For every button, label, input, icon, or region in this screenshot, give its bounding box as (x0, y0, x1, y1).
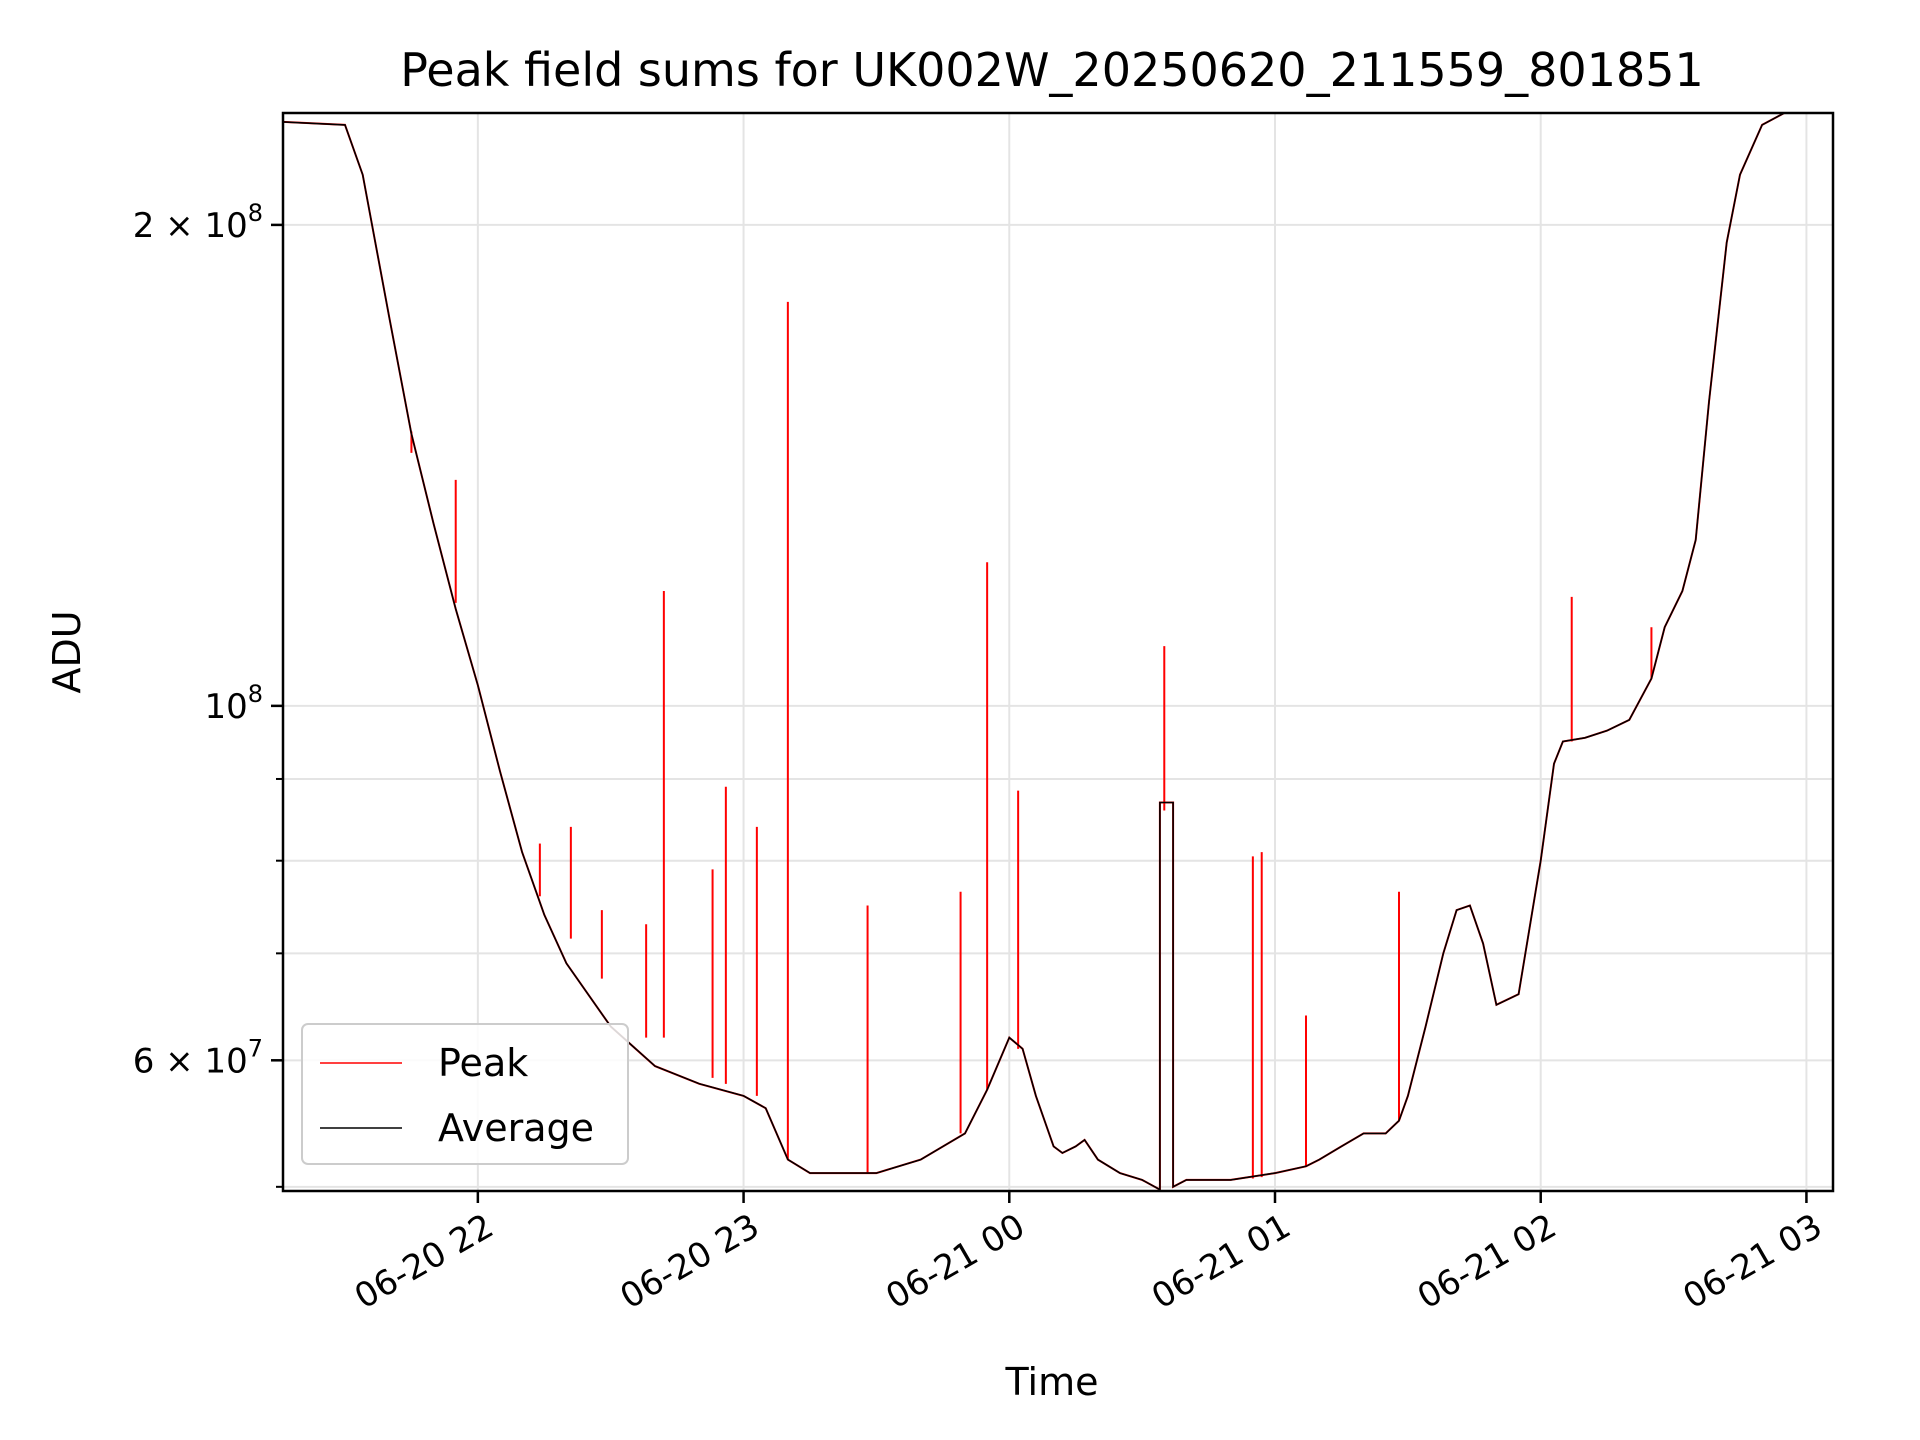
legend-box (301, 1023, 629, 1165)
grid (283, 113, 1833, 1191)
y-axis-label: ADU (45, 610, 89, 693)
legend-label-peak: Peak (438, 1041, 528, 1085)
x-tick-label: 06-20 22 (348, 1206, 500, 1317)
x-tick-label: 06-21 00 (879, 1206, 1031, 1317)
y-axis: 6 × 107 108 2 × 108 (133, 199, 283, 1188)
y-tick-label: 6 × 107 (133, 1034, 263, 1081)
y-tick-label: 108 (204, 680, 263, 727)
x-tick-label: 06-21 02 (1411, 1206, 1563, 1317)
legend-label-average: Average (438, 1106, 594, 1150)
x-tick-label: 06-20 23 (614, 1206, 766, 1317)
x-axis-label: Time (1005, 1360, 1099, 1404)
series-line-average (283, 113, 1833, 1191)
chart-title: Peak field sums for UK002W_20250620_2115… (400, 43, 1704, 97)
y-tick-label: 2 × 108 (133, 199, 263, 246)
legend: Peak Average (301, 1023, 629, 1165)
x-tick-label: 06-21 01 (1145, 1206, 1297, 1317)
x-tick-label: 06-21 03 (1677, 1206, 1829, 1317)
x-axis: 06-20 22 06-20 23 06-21 00 06-21 01 06-21 02… (348, 1191, 1829, 1317)
plot-lines (283, 113, 1833, 1191)
plot-frame (281, 111, 1835, 1193)
